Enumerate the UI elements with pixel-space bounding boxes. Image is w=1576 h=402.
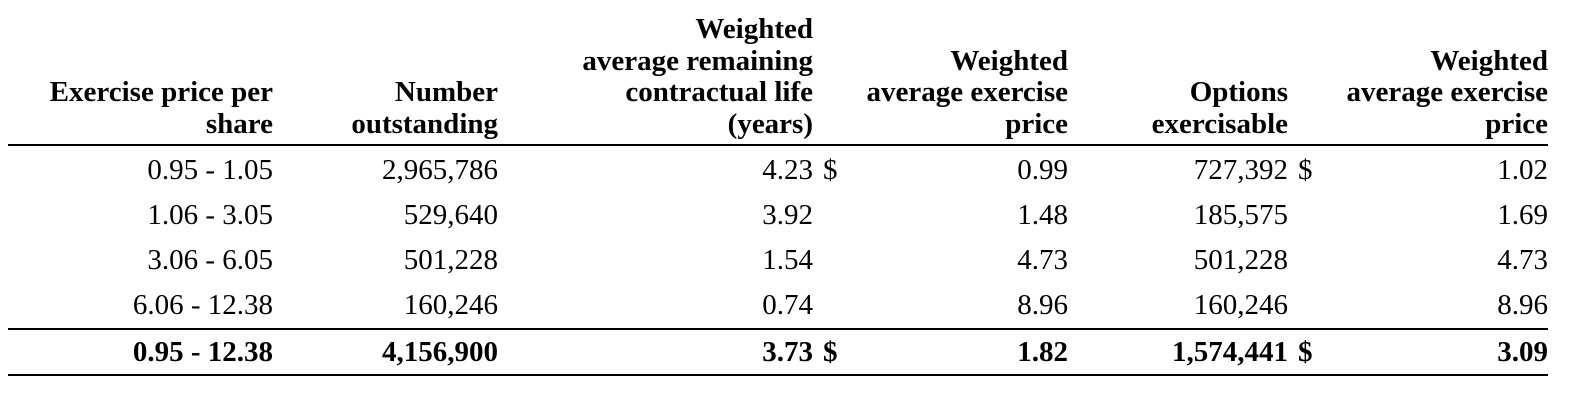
header-line: share [205, 107, 273, 140]
cell-price-exercisable: 8.96 [1497, 289, 1549, 321]
header-line: exercisable [1151, 107, 1289, 140]
stock-options-table: Exercise price per share Number outstand… [8, 13, 1549, 376]
header-line: contractual life [625, 76, 813, 108]
header-exercise-price: Exercise price per share [8, 14, 273, 146]
cell-price-outstanding: 1.48 [1017, 199, 1069, 231]
total-row: 0.95 - 12.38 4,156,900 3.73 $ 1.82 1,574… [8, 328, 1549, 376]
header-line: Exercise price per [49, 76, 273, 108]
total-currency: $ [1288, 328, 1329, 376]
header-line: outstanding [351, 107, 498, 140]
cell-range: 3.06 - 6.05 [147, 244, 273, 276]
cell-life: 3.92 [762, 199, 813, 231]
total-life: 3.73 [498, 328, 813, 376]
header-line: Weighted [695, 13, 813, 45]
header-row: Exercise price per share Number outstand… [8, 13, 1549, 146]
total-price-exercisable: 3.09 [1328, 328, 1549, 376]
header-line: Weighted [1430, 44, 1549, 77]
table-row: 1.06 - 3.05 529,640 3.92 1.48 185,575 1.… [8, 193, 1548, 238]
cell-life: 4.23 [762, 154, 813, 186]
cell-outstanding: 2,965,786 [382, 154, 498, 186]
cell-currency: $ [1298, 154, 1313, 186]
cell-outstanding: 160,246 [403, 289, 498, 321]
cell-price-outstanding: 0.99 [1017, 154, 1069, 186]
cell-price-outstanding: 8.96 [1017, 289, 1069, 321]
header-line: Options [1189, 76, 1289, 108]
table-row: 6.06 - 12.38 160,246 0.74 8.96 160,246 8… [8, 283, 1548, 329]
total-range: 0.95 - 12.38 [8, 328, 273, 376]
cell-life: 0.74 [762, 289, 813, 321]
header-options-exercisable: Options exercisable [1068, 14, 1289, 146]
table-row: 3.06 - 6.05 501,228 1.54 4.73 501,228 4.… [8, 238, 1548, 283]
cell-life: 1.54 [762, 244, 813, 276]
cell-range: 6.06 - 12.38 [132, 289, 273, 321]
header-line: price [1005, 107, 1069, 140]
cell-outstanding: 529,640 [403, 199, 498, 231]
cell-exercisable: 501,228 [1193, 244, 1289, 276]
cell-currency [813, 193, 853, 238]
total-price-outstanding: 1.82 [853, 328, 1069, 376]
header-line: price [1485, 107, 1549, 140]
cell-range: 1.06 - 3.05 [147, 199, 273, 231]
header-line: average exercise [1346, 76, 1549, 108]
header-line: Number [394, 76, 498, 108]
cell-price-exercisable: 4.73 [1497, 244, 1549, 276]
cell-currency [1288, 193, 1328, 238]
total-outstanding: 4,156,900 [273, 328, 498, 376]
cell-exercisable: 185,575 [1193, 199, 1289, 231]
header-line: average remaining [582, 44, 813, 77]
header-number-outstanding: Number outstanding [273, 14, 498, 146]
cell-price-exercisable: 1.69 [1497, 199, 1549, 231]
total-exercisable: 1,574,441 [1068, 328, 1289, 376]
cell-exercisable: 160,246 [1193, 289, 1289, 321]
header-line: Weighted [950, 44, 1069, 77]
cell-currency [813, 283, 853, 329]
cell-currency: $ [823, 154, 838, 186]
header-line: (years) [727, 107, 813, 140]
cell-price-outstanding: 4.73 [1017, 244, 1069, 276]
cell-currency [1288, 283, 1328, 329]
header-line: average exercise [866, 76, 1069, 108]
header-remaining-life: Weighted average remaining contractual l… [498, 13, 813, 146]
header-avg-price-outstanding: Weighted average exercise price [813, 14, 1069, 146]
cell-exercisable: 727,392 [1193, 154, 1289, 186]
cell-currency [813, 238, 853, 283]
header-avg-price-exercisable: Weighted average exercise price [1288, 14, 1549, 146]
cell-outstanding: 501,228 [403, 244, 498, 276]
cell-currency [1288, 238, 1328, 283]
total-currency: $ [813, 328, 853, 376]
table-row: 0.95 - 1.05 2,965,786 4.23 $ 0.99 727,39… [8, 145, 1548, 193]
cell-range: 0.95 - 1.05 [147, 154, 273, 186]
cell-price-exercisable: 1.02 [1497, 154, 1549, 186]
